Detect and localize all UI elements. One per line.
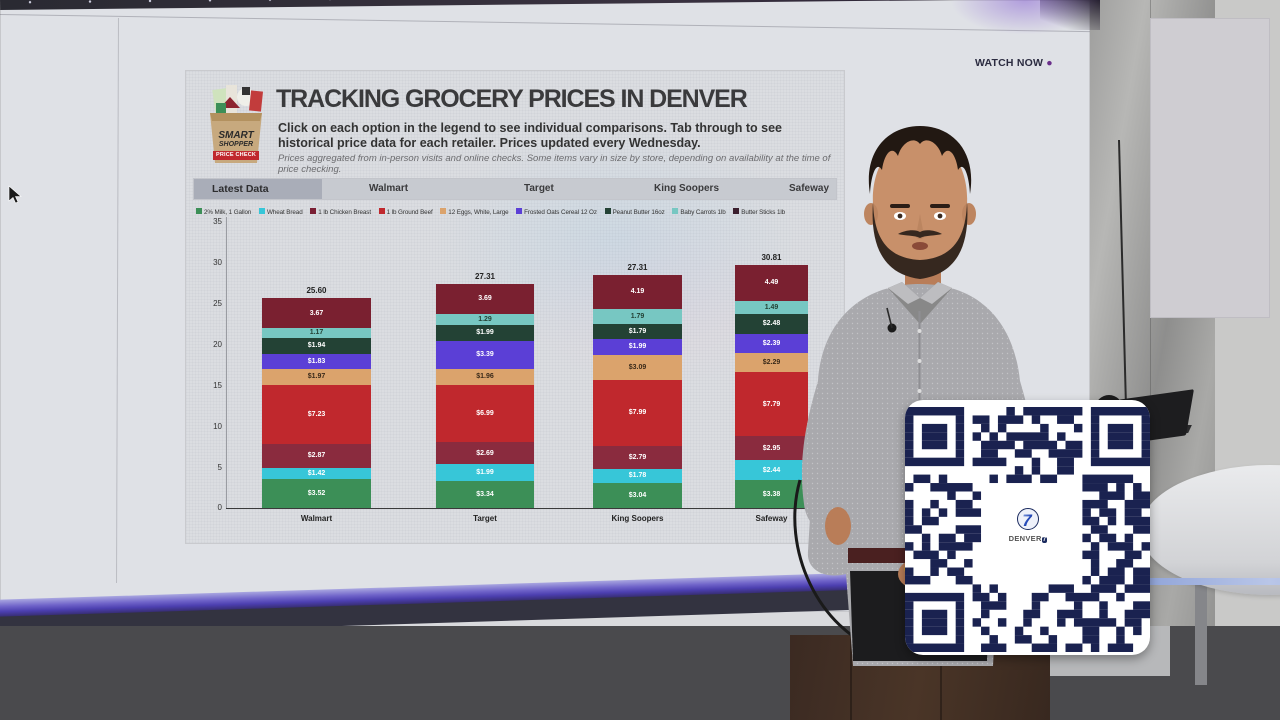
svg-text:7: 7	[1022, 511, 1033, 530]
